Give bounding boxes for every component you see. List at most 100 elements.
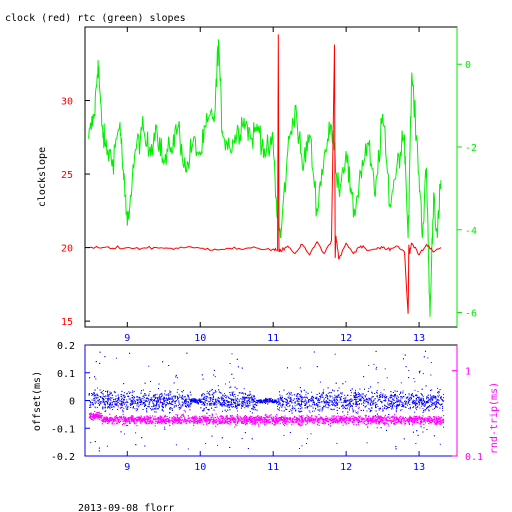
offset-point: [322, 391, 324, 393]
offset-point: [376, 390, 378, 391]
offset-point: [216, 406, 218, 408]
offset-point: [408, 401, 410, 403]
offset-point: [415, 407, 417, 409]
rndtrip-point: [393, 423, 395, 425]
offset-point: [257, 402, 259, 404]
offset-point: [289, 400, 291, 402]
offset-point: [432, 404, 433, 406]
offset-point: [419, 372, 420, 374]
offset-point: [332, 389, 334, 391]
rndtrip-point: [216, 419, 218, 421]
offset-point: [225, 397, 227, 399]
offset-point: [263, 401, 265, 403]
offset-point: [118, 396, 119, 398]
offset-point: [300, 396, 302, 397]
offset-point: [335, 382, 337, 384]
rndtrip-point: [215, 425, 217, 427]
offset-point: [221, 402, 223, 404]
offset-point: [188, 397, 190, 399]
offset-point: [206, 403, 208, 404]
offset-point: [384, 405, 386, 407]
rndtrip-point: [132, 418, 134, 420]
offset-point: [94, 403, 96, 405]
offset-point: [427, 357, 429, 359]
offset-point: [171, 409, 173, 411]
offset-point: [98, 447, 100, 449]
offset-point: [293, 394, 295, 396]
offset-point: [132, 399, 134, 401]
offset-point: [313, 400, 314, 402]
offset-point: [138, 399, 140, 401]
offset-point: [237, 403, 239, 405]
rndtrip-point: [159, 421, 161, 423]
offset-point: [187, 395, 189, 397]
offset-point: [356, 401, 358, 403]
rndtrip-point: [344, 417, 347, 420]
offset-point: [123, 398, 125, 400]
offset-point: [409, 406, 411, 408]
offset-point: [244, 397, 246, 399]
offset-point: [374, 404, 376, 406]
offset-point: [218, 400, 220, 402]
offset-point: [243, 398, 245, 400]
offset-point: [345, 405, 347, 407]
offset-point: [252, 397, 253, 399]
offset-point: [242, 400, 244, 402]
offset-point: [136, 399, 138, 401]
offset-point: [155, 411, 157, 413]
offset-point: [332, 404, 334, 406]
offset-point: [274, 400, 276, 402]
offset-point: [143, 396, 145, 398]
rndtrip-point: [287, 421, 289, 423]
offset-point: [317, 400, 319, 402]
offset-point: [355, 402, 357, 404]
rndtrip-point: [374, 421, 376, 423]
offset-point: [430, 401, 432, 403]
offset-point: [427, 397, 429, 399]
rndtrip-point: [96, 413, 99, 415]
rndtrip-point: [408, 420, 410, 422]
rndtrip-point: [221, 420, 223, 423]
offset-point: [295, 395, 297, 397]
offset-point: [354, 396, 356, 397]
offset-point: [253, 409, 255, 411]
rndtrip-point: [271, 420, 273, 422]
offset-point: [182, 405, 184, 407]
offset-point: [430, 398, 432, 399]
offset-point: [201, 401, 203, 403]
rndtrip-point: [369, 420, 371, 422]
offset-point: [321, 408, 323, 410]
offset-point: [244, 432, 246, 434]
offset-point: [314, 403, 316, 405]
offset-point: [160, 398, 162, 400]
rndtrip-point: [217, 417, 219, 419]
offset-point: [195, 399, 197, 401]
rndtrip-point: [436, 418, 438, 420]
rndtrip-point: [338, 421, 340, 423]
offset-point: [331, 401, 333, 403]
offset-point: [266, 400, 268, 402]
offset-point: [212, 401, 214, 402]
offset-point: [306, 402, 308, 404]
offset-point: [311, 399, 313, 401]
offset-point: [336, 407, 338, 409]
offset-point: [398, 400, 400, 402]
offset-point: [237, 397, 239, 399]
offset-point: [290, 392, 292, 394]
offset-point: [169, 398, 171, 400]
offset-point: [193, 398, 195, 400]
offset-point: [171, 398, 173, 400]
rndtrip-point: [100, 414, 102, 417]
offset-point: [213, 369, 215, 371]
offset-point: [222, 398, 224, 400]
offset-point: [293, 402, 295, 404]
offset-point: [102, 401, 104, 403]
rndtrip-point: [339, 420, 341, 422]
offset-point: [319, 398, 321, 400]
offset-point: [256, 409, 258, 411]
offset-point: [147, 406, 149, 408]
offset-point: [131, 404, 132, 406]
offset-point: [123, 394, 125, 396]
offset-point: [144, 401, 146, 403]
offset-point: [100, 403, 102, 405]
